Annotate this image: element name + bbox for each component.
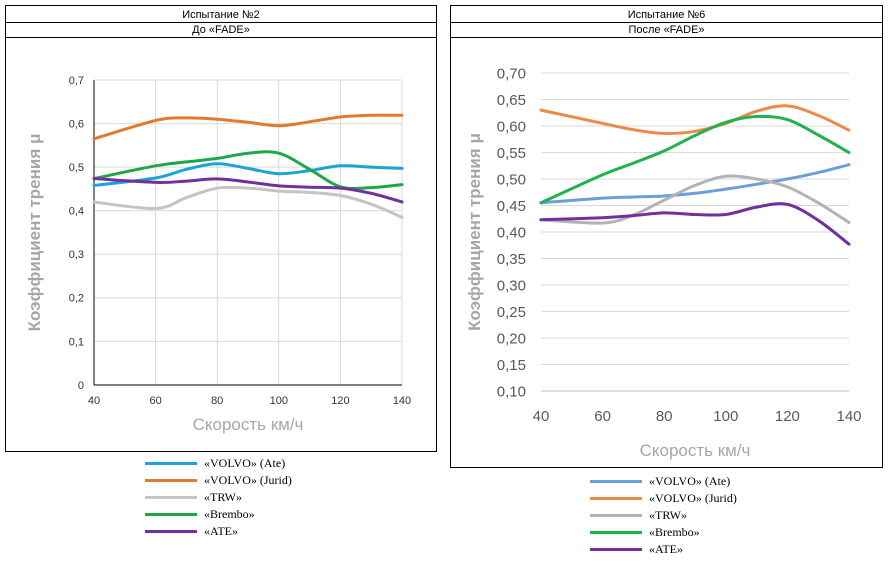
y-tick-label: 0,20	[497, 330, 526, 347]
y-tick-label: 0,1	[69, 336, 84, 348]
legend-swatch	[145, 513, 197, 516]
legend-swatch	[590, 548, 642, 551]
x-tick-label: 120	[331, 395, 349, 407]
x-tick-label: 80	[211, 395, 223, 407]
legend-label: «Brembo»	[649, 525, 700, 539]
y-tick-label: 0,5	[69, 162, 84, 174]
series-line-2	[92, 185, 404, 219]
x-axis-title: Скорость км/ч	[640, 441, 751, 460]
x-tick-label: 60	[149, 395, 161, 407]
legend-label: «TRW»	[204, 490, 242, 504]
y-tick-label: 0,45	[497, 198, 526, 215]
y-tick-label: 0,35	[497, 251, 526, 268]
panel-left-subtitle: До «FADE»	[6, 23, 436, 38]
y-axis-title: Коэффициент трения μ	[465, 133, 484, 331]
series-line-3	[539, 114, 851, 205]
x-axis-title: Скорость км/ч	[193, 415, 304, 434]
x-tick-label: 80	[656, 408, 673, 425]
legend-swatch	[145, 479, 197, 482]
x-tick-label: 40	[533, 408, 550, 425]
legend-swatch	[145, 462, 197, 465]
panel-left-title: Испытание №2	[6, 8, 436, 23]
y-tick-label: 0,55	[497, 145, 526, 162]
series-line-1	[539, 104, 851, 135]
y-tick-label: 0,15	[497, 357, 526, 374]
legend-swatch	[590, 531, 642, 534]
y-tick-label: 0,70	[497, 65, 526, 82]
legend-swatch	[590, 497, 642, 500]
legend-swatch	[590, 514, 642, 517]
series-line-3	[92, 150, 404, 190]
y-tick-label: 0,60	[497, 118, 526, 135]
x-tick-label: 140	[836, 408, 861, 425]
series-line-2	[539, 174, 851, 225]
y-tick-label: 0,30	[497, 277, 526, 294]
y-tick-label: 0,4	[69, 206, 84, 218]
y-tick-label: 0	[78, 380, 84, 392]
series-line-0	[92, 162, 404, 187]
legend-label: «VOLVO» (Ate)	[649, 474, 731, 488]
x-tick-label: 60	[594, 408, 611, 425]
legend-label: «Brembo»	[204, 507, 255, 521]
y-tick-label: 0,65	[497, 92, 526, 109]
x-tick-label: 40	[88, 395, 100, 407]
legend-label: «ATE»	[204, 524, 238, 538]
y-tick-label: 0,10	[497, 383, 526, 400]
series-line-0	[539, 163, 851, 205]
x-tick-label: 140	[393, 395, 411, 407]
legend-swatch	[145, 496, 197, 499]
y-tick-label: 0,25	[497, 304, 526, 321]
y-tick-label: 0,2	[69, 293, 84, 305]
y-tick-label: 0,50	[497, 171, 526, 188]
y-tick-label: 0,3	[69, 249, 84, 261]
x-tick-label: 120	[775, 408, 800, 425]
legend-label: «VOLVO» (Jurid)	[204, 473, 292, 487]
legend-label: «VOLVO» (Ate)	[204, 456, 286, 470]
legend-label: «VOLVO» (Jurid)	[649, 491, 737, 505]
x-tick-label: 100	[713, 408, 738, 425]
legend-label: «TRW»	[649, 508, 687, 522]
y-tick-label: 0,7	[69, 75, 84, 87]
series-line-1	[92, 113, 404, 141]
y-tick-label: 0,6	[69, 118, 84, 130]
y-tick-label: 0,40	[497, 224, 526, 241]
x-tick-label: 100	[270, 395, 288, 407]
y-axis-title: Коэффициент трения μ	[25, 134, 44, 332]
series-line-4	[539, 202, 851, 246]
legend-label: «ATE»	[649, 542, 683, 556]
series-line-4	[92, 177, 404, 204]
legend-swatch	[590, 480, 642, 483]
panel-right-subtitle: После «FADE»	[451, 23, 882, 38]
panel-right-title: Испытание №6	[451, 8, 882, 23]
legend-swatch	[145, 530, 197, 533]
